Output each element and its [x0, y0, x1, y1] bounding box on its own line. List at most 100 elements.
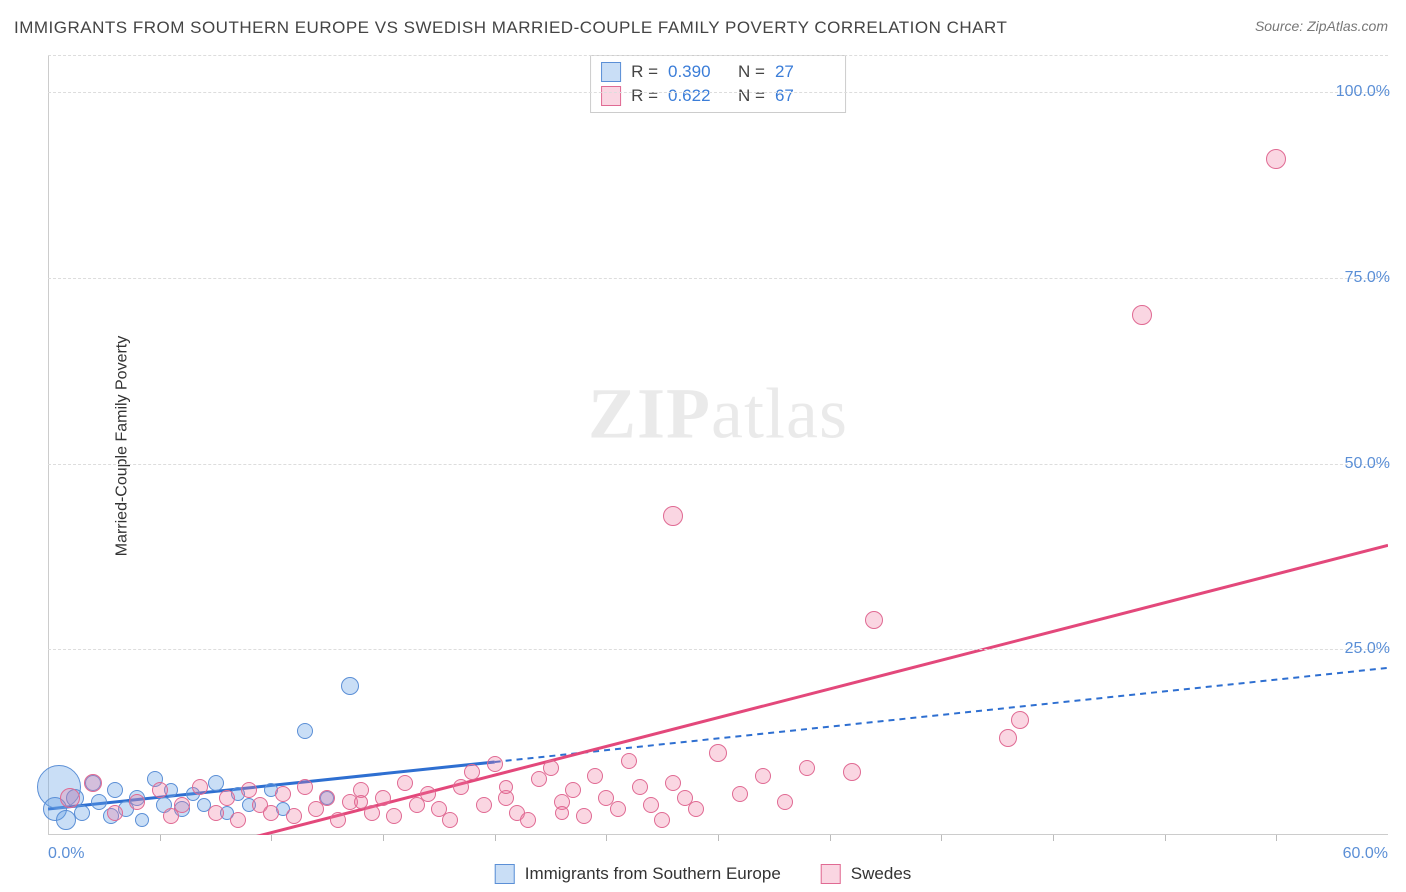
scatter-point [192, 779, 208, 795]
x-tick [1165, 835, 1166, 841]
scatter-plot: R = 0.390N = 27R = 0.622N = 67 ZIPatlas … [48, 55, 1388, 835]
scatter-point [587, 768, 603, 784]
scatter-point [499, 780, 513, 794]
x-tick [718, 835, 719, 841]
trend-lines-layer [48, 55, 1388, 835]
scatter-point [420, 786, 436, 802]
x-tick [495, 835, 496, 841]
source-attribution: Source: ZipAtlas.com [1255, 18, 1388, 34]
gridline [48, 92, 1388, 93]
scatter-point [732, 786, 748, 802]
scatter-point [174, 797, 190, 813]
series-swatch [601, 86, 621, 106]
scatter-point [688, 801, 704, 817]
scatter-point [208, 775, 224, 791]
scatter-point [643, 797, 659, 813]
scatter-point [330, 812, 346, 828]
x-tick [1053, 835, 1054, 841]
legend-label: Immigrants from Southern Europe [525, 864, 781, 884]
n-label: N = [738, 62, 765, 82]
scatter-point [565, 782, 581, 798]
x-tick [271, 835, 272, 841]
scatter-point [665, 775, 681, 791]
n-value: 27 [775, 62, 835, 82]
r-label: R = [631, 62, 658, 82]
stats-row: R = 0.390 N = 27 [601, 60, 835, 84]
x-tick [606, 835, 607, 841]
series-swatch [821, 864, 841, 884]
y-tick-label: 25.0% [1345, 640, 1390, 658]
legend-item: Immigrants from Southern Europe [495, 864, 781, 884]
legend-label: Swedes [851, 864, 911, 884]
scatter-point [843, 763, 861, 781]
scatter-point [129, 794, 145, 810]
scatter-point [107, 782, 123, 798]
scatter-point [1011, 711, 1029, 729]
y-axis-line [48, 55, 49, 835]
scatter-point [241, 782, 257, 798]
scatter-point [208, 805, 224, 821]
x-tick [160, 835, 161, 841]
scatter-point [107, 805, 123, 821]
y-tick-label: 50.0% [1345, 455, 1390, 473]
scatter-point [709, 744, 727, 762]
scatter-point [135, 813, 149, 827]
scatter-point [354, 795, 368, 809]
scatter-point [453, 779, 469, 795]
scatter-point [654, 812, 670, 828]
scatter-point [286, 808, 302, 824]
x-tick [941, 835, 942, 841]
scatter-point [275, 786, 291, 802]
n-label: N = [738, 86, 765, 106]
r-label: R = [631, 86, 658, 106]
scatter-point [487, 756, 503, 772]
x-tick-label: 0.0% [48, 845, 84, 863]
n-value: 67 [775, 86, 835, 106]
scatter-point [84, 774, 102, 792]
scatter-point [364, 805, 380, 821]
scatter-point [297, 779, 313, 795]
scatter-point [91, 794, 107, 810]
scatter-point [341, 677, 359, 695]
y-tick-label: 75.0% [1345, 269, 1390, 287]
scatter-point [476, 797, 492, 813]
scatter-point [755, 768, 771, 784]
x-tick [830, 835, 831, 841]
scatter-point [442, 812, 458, 828]
scatter-point [555, 806, 569, 820]
scatter-point [397, 775, 413, 791]
gridline [48, 649, 1388, 650]
watermark: ZIPatlas [588, 372, 848, 455]
correlation-stats-box: R = 0.390 N = 27 R = 0.622 N = 67 [590, 55, 846, 113]
r-value: 0.622 [668, 86, 728, 106]
gridline [48, 464, 1388, 465]
scatter-point [520, 812, 536, 828]
series-swatch [495, 864, 515, 884]
series-legend: Immigrants from Southern Europe Swedes [495, 864, 912, 884]
scatter-point [663, 506, 683, 526]
scatter-point [576, 808, 592, 824]
scatter-point [1266, 149, 1286, 169]
scatter-point [60, 788, 80, 808]
chart-title: IMMIGRANTS FROM SOUTHERN EUROPE VS SWEDI… [14, 18, 1007, 38]
r-value: 0.390 [668, 62, 728, 82]
scatter-point [152, 782, 168, 798]
scatter-point [319, 790, 335, 806]
stats-row: R = 0.622 N = 67 [601, 84, 835, 108]
scatter-point [74, 805, 90, 821]
scatter-point [230, 812, 246, 828]
scatter-point [610, 801, 626, 817]
scatter-point [375, 790, 391, 806]
scatter-point [219, 790, 235, 806]
scatter-point [464, 764, 480, 780]
y-tick-label: 100.0% [1336, 83, 1390, 101]
scatter-point [777, 794, 793, 810]
scatter-point [386, 808, 402, 824]
gridline [48, 55, 1388, 56]
x-tick-label: 60.0% [1343, 845, 1388, 863]
series-swatch [601, 62, 621, 82]
gridline [48, 278, 1388, 279]
scatter-point [632, 779, 648, 795]
scatter-point [999, 729, 1017, 747]
scatter-point [865, 611, 883, 629]
